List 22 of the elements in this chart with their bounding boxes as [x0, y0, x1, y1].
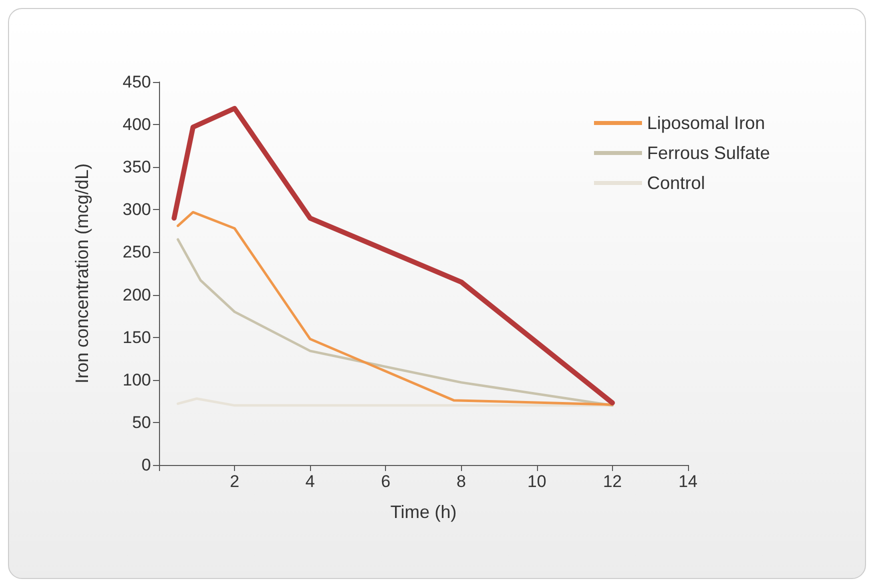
x-tick-label: 14 — [678, 472, 698, 491]
legend-label: Liposomal Iron — [647, 113, 766, 133]
y-tick-label: 250 — [122, 242, 151, 262]
x-tick-label: 8 — [456, 472, 466, 491]
y-tick-label: 150 — [122, 328, 151, 347]
x-axis-title: Time (h) — [390, 502, 457, 522]
y-tick-label: 200 — [122, 285, 151, 304]
y-tick-label: 300 — [122, 200, 151, 220]
y-tick-label: 350 — [122, 158, 151, 177]
x-tick-label: 4 — [305, 472, 315, 491]
legend-label: Ferrous Sulfate — [647, 143, 770, 163]
y-tick-label: 100 — [122, 370, 151, 390]
y-axis-title: Iron concentration (mcg/dL) — [72, 163, 92, 384]
x-tick-label: 12 — [602, 472, 622, 491]
y-tick-label: 400 — [122, 115, 151, 134]
y-tick-label: 450 — [122, 72, 151, 92]
x-tick-label: 6 — [380, 472, 390, 491]
y-tick-label: 50 — [132, 412, 151, 432]
x-tick-label: 10 — [527, 472, 546, 491]
y-tick-label: 0 — [142, 456, 151, 474]
x-tick-label: 2 — [230, 472, 240, 491]
legend-label: Control — [647, 173, 706, 193]
